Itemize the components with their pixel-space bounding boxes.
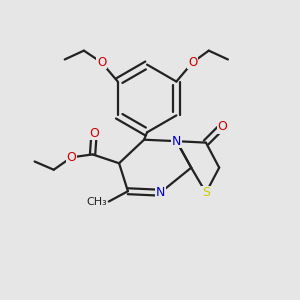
Text: N: N	[156, 186, 165, 199]
Text: CH₃: CH₃	[87, 196, 107, 206]
Text: O: O	[188, 56, 197, 69]
Text: O: O	[97, 56, 106, 69]
Text: O: O	[89, 127, 99, 140]
Text: N: N	[172, 135, 181, 148]
Text: O: O	[217, 120, 227, 133]
Text: S: S	[202, 186, 210, 199]
Text: O: O	[66, 151, 76, 164]
